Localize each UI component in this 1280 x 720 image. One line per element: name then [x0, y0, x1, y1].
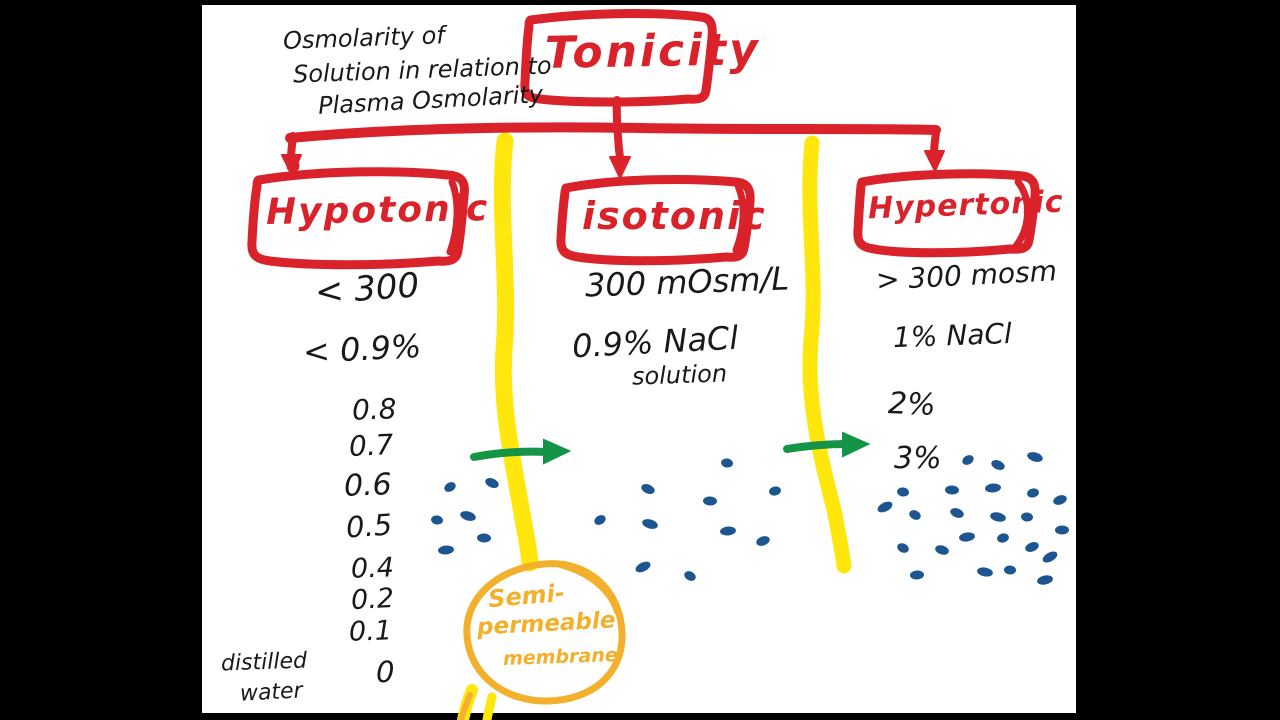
solute-particle — [444, 482, 456, 492]
solute-particle — [1027, 452, 1043, 462]
isotonic-box-overdraw — [732, 182, 747, 254]
tonicity-box-outline — [520, 9, 717, 107]
hypotonic-box-outline — [247, 167, 469, 270]
solute-particle — [945, 485, 959, 495]
solute-particle — [485, 478, 499, 488]
hypertonic-concentration-1: 1% NaCl — [892, 316, 1013, 355]
annotation-line-1: Osmolarity of — [282, 21, 446, 55]
dilution-value: 0.1 — [348, 615, 393, 648]
dilution-value: 0.7 — [348, 427, 395, 464]
hypertonic-box-overdraw — [1012, 178, 1032, 250]
dilution-value: 0.6 — [343, 467, 393, 504]
letterbox-bottom — [0, 713, 1280, 720]
solute-particle — [1025, 542, 1039, 552]
dilution-value: 0.4 — [350, 552, 395, 585]
hypertonic-concentration-2: 2% — [887, 386, 937, 423]
solute-particle — [431, 515, 443, 525]
solute-particle — [756, 536, 770, 546]
solute-particle — [910, 570, 924, 580]
solute-particle — [990, 512, 1006, 522]
dilution-value: 0.8 — [351, 392, 398, 427]
dilution-value: 0 — [376, 655, 395, 689]
membrane-label-line-1: Semi- — [486, 578, 566, 614]
solute-particle — [1042, 551, 1058, 563]
arrowhead-hypertonic — [924, 150, 945, 172]
solute-particle — [935, 545, 949, 555]
hypertonic-concentration-3: 3% — [894, 441, 942, 476]
solute-particle — [641, 484, 655, 494]
solute-particle — [1053, 495, 1067, 505]
hypertonic-label: Hypertonic — [867, 184, 1065, 227]
arrow-blob — [286, 159, 300, 173]
solute-particle — [1055, 525, 1069, 535]
solute-particle — [909, 510, 921, 520]
solute-particle — [897, 487, 909, 497]
solute-particle — [985, 483, 1001, 493]
solute-particle — [460, 511, 476, 521]
solute-particle — [962, 455, 974, 465]
solute-particle — [684, 571, 696, 581]
solute-particle — [950, 508, 964, 518]
hypotonic-concentration: < 0.9% — [302, 326, 423, 372]
solute-particle — [769, 486, 781, 496]
membrane-label-line-3: membrane — [502, 644, 619, 670]
solute-particle — [959, 532, 975, 542]
hypotonic-osmolarity: < 300 — [313, 265, 421, 313]
semipermeable-membrane-circle — [458, 560, 626, 720]
tonicity-title: Tonicity — [544, 24, 762, 79]
dilution-value: 0.5 — [344, 507, 394, 545]
solute-particle — [997, 533, 1009, 543]
solute-particle — [1037, 575, 1053, 585]
isotonic-osmolarity: 300 mOsm/L — [584, 259, 790, 305]
membrane-line-right — [802, 135, 852, 574]
branch-connector — [281, 96, 945, 179]
arrowhead-isotonic — [609, 156, 631, 179]
isotonic-concentration-cont: solution — [631, 359, 728, 391]
solute-particle — [1021, 512, 1033, 522]
hypotonic-box-overdraw — [446, 178, 461, 256]
water-flow-arrow-left — [470, 438, 572, 465]
distilled-water-note-line-2: water — [239, 678, 304, 707]
solute-particle — [721, 458, 733, 468]
solute-particle — [594, 515, 606, 525]
isotonic-label: isotonic — [582, 194, 767, 238]
dilution-value: 0.2 — [350, 582, 395, 617]
solute-particle — [1027, 488, 1039, 498]
solute-particle — [438, 545, 454, 555]
solute-particle — [720, 526, 736, 536]
solute-particle — [642, 519, 658, 529]
solute-particle — [991, 460, 1005, 470]
solute-particle — [1004, 565, 1016, 575]
letterbox-left — [0, 0, 202, 720]
water-flow-arrow-right — [783, 431, 871, 458]
distilled-water-note-line-1: distilled — [220, 648, 308, 677]
solute-particle — [635, 561, 651, 573]
solute-particle — [977, 567, 993, 577]
solute-particle — [477, 533, 491, 543]
solute-particle — [703, 496, 717, 506]
solute-particle — [897, 543, 909, 553]
letterbox-top — [0, 0, 1280, 5]
hypertonic-box-outline — [853, 169, 1040, 258]
hypotonic-label: Hypotonic — [265, 188, 490, 233]
solute-particle — [877, 501, 893, 513]
letterbox-right — [1076, 0, 1280, 720]
isotonic-concentration: 0.9% NaCl — [571, 318, 740, 366]
solute-particles-group — [431, 452, 1069, 585]
isotonic-box-outline — [556, 175, 755, 266]
